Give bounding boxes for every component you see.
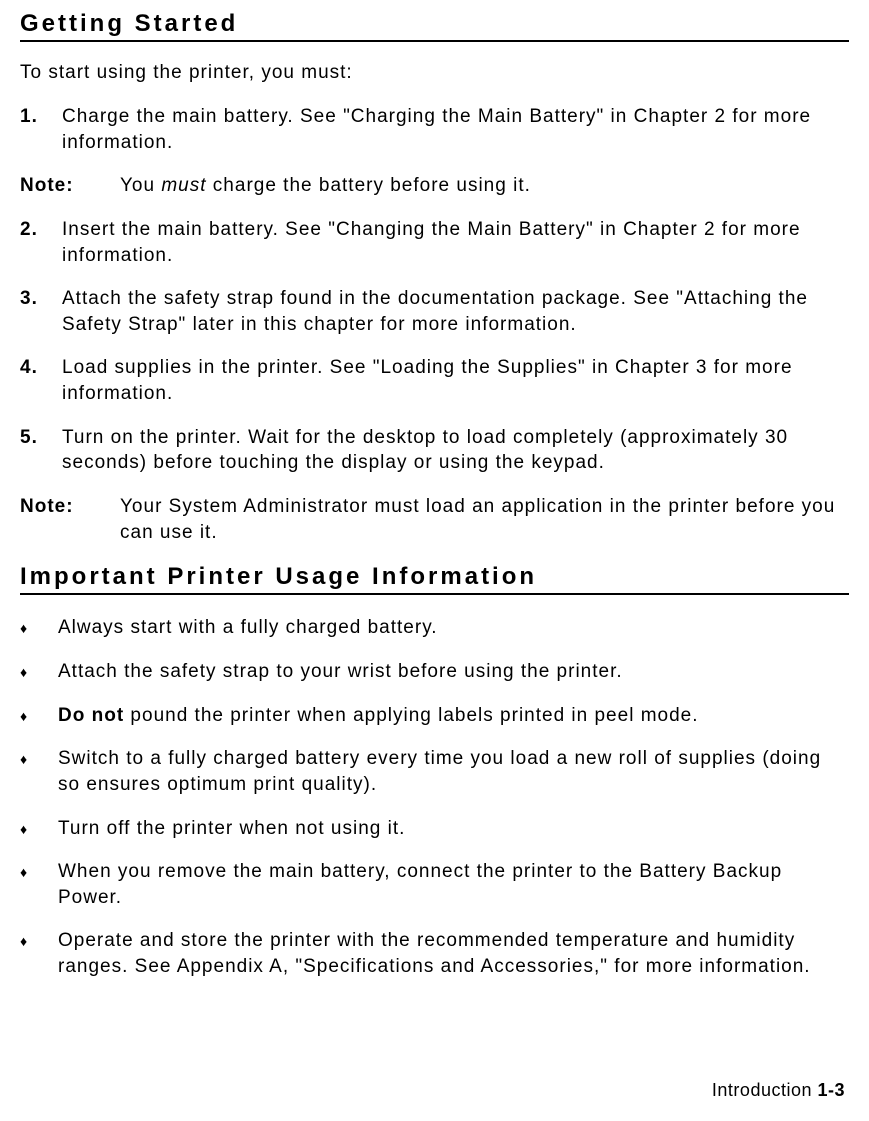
diamond-icon: ♦ xyxy=(20,703,58,729)
step-3: 3. Attach the safety strap found in the … xyxy=(20,286,849,337)
note-2: Note: Your System Administrator must loa… xyxy=(20,494,849,545)
step-text: Insert the main battery. See "Changing t… xyxy=(62,217,849,268)
footer-section: Introduction xyxy=(712,1080,818,1100)
diamond-icon: ♦ xyxy=(20,746,58,797)
step-2: 2. Insert the main battery. See "Changin… xyxy=(20,217,849,268)
bullet-item: ♦ Always start with a fully charged batt… xyxy=(20,615,849,641)
diamond-icon: ♦ xyxy=(20,816,58,842)
diamond-icon: ♦ xyxy=(20,659,58,685)
bullet-text: Always start with a fully charged batter… xyxy=(58,615,438,641)
footer-page-number: 1-3 xyxy=(817,1080,845,1100)
steps-list-cont: 2. Insert the main battery. See "Changin… xyxy=(20,217,849,476)
note-text: Your System Administrator must load an a… xyxy=(120,494,849,545)
step-text: Turn on the printer. Wait for the deskto… xyxy=(62,425,849,476)
bullet-text: Operate and store the printer with the r… xyxy=(58,928,849,979)
step-number: 3. xyxy=(20,286,62,337)
bullet-text: Switch to a fully charged battery every … xyxy=(58,746,849,797)
note-emphasis: must xyxy=(161,175,206,196)
bullet-text: Do not pound the printer when applying l… xyxy=(58,703,699,729)
step-1: 1. Charge the main battery. See "Chargin… xyxy=(20,104,849,155)
document-page: Getting Started To start using the print… xyxy=(0,0,869,1121)
bullet-item: ♦ Do not pound the printer when applying… xyxy=(20,703,849,729)
heading-getting-started: Getting Started xyxy=(20,10,849,42)
bullet-text: Turn off the printer when not using it. xyxy=(58,816,405,842)
diamond-icon: ♦ xyxy=(20,615,58,641)
bullet-text: When you remove the main battery, connec… xyxy=(58,859,849,910)
intro-text: To start using the printer, you must: xyxy=(20,62,849,84)
step-4: 4. Load supplies in the printer. See "Lo… xyxy=(20,355,849,406)
bullet-bold: Do not xyxy=(58,705,124,726)
diamond-icon: ♦ xyxy=(20,928,58,979)
note-pre: You xyxy=(120,175,161,196)
heading-usage-info: Important Printer Usage Information xyxy=(20,563,849,595)
page-footer: Introduction 1-3 xyxy=(712,1080,845,1101)
step-text: Load supplies in the printer. See "Loadi… xyxy=(62,355,849,406)
bullet-text: Attach the safety strap to your wrist be… xyxy=(58,659,623,685)
steps-list: 1. Charge the main battery. See "Chargin… xyxy=(20,104,849,155)
step-text: Attach the safety strap found in the doc… xyxy=(62,286,849,337)
note-post: charge the battery before using it. xyxy=(207,175,531,196)
usage-bullets: ♦ Always start with a fully charged batt… xyxy=(20,615,849,979)
bullet-item: ♦ When you remove the main battery, conn… xyxy=(20,859,849,910)
note-label: Note: xyxy=(20,173,120,199)
note-text: You must charge the battery before using… xyxy=(120,173,531,199)
bullet-item: ♦ Switch to a fully charged battery ever… xyxy=(20,746,849,797)
note-label: Note: xyxy=(20,494,120,545)
bullet-rest: pound the printer when applying labels p… xyxy=(124,705,698,726)
step-number: 5. xyxy=(20,425,62,476)
bullet-item: ♦ Turn off the printer when not using it… xyxy=(20,816,849,842)
step-5: 5. Turn on the printer. Wait for the des… xyxy=(20,425,849,476)
bullet-item: ♦ Attach the safety strap to your wrist … xyxy=(20,659,849,685)
diamond-icon: ♦ xyxy=(20,859,58,910)
bullet-item: ♦ Operate and store the printer with the… xyxy=(20,928,849,979)
note-1: Note: You must charge the battery before… xyxy=(20,173,849,199)
step-text: Charge the main battery. See "Charging t… xyxy=(62,104,849,155)
step-number: 2. xyxy=(20,217,62,268)
step-number: 1. xyxy=(20,104,62,155)
step-number: 4. xyxy=(20,355,62,406)
